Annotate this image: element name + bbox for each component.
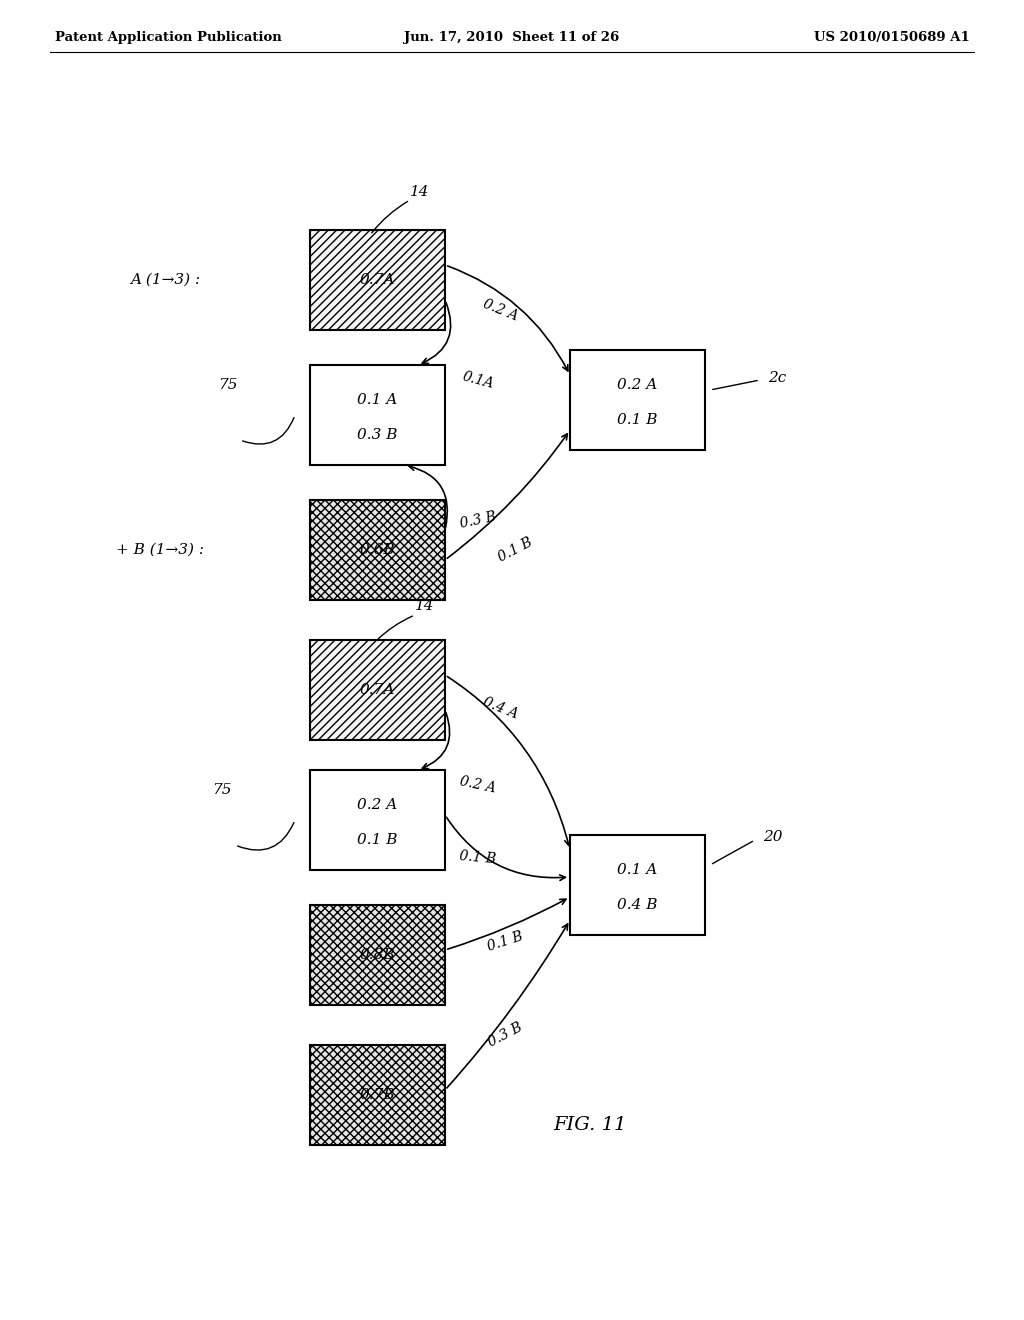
Text: Patent Application Publication: Patent Application Publication bbox=[55, 32, 282, 45]
Text: 0.1A: 0.1A bbox=[461, 370, 496, 391]
Text: 75: 75 bbox=[212, 783, 231, 797]
Text: 0.2 A: 0.2 A bbox=[480, 297, 519, 323]
Text: 0.3 B: 0.3 B bbox=[357, 428, 397, 442]
Text: 0.4 A: 0.4 A bbox=[480, 694, 519, 721]
Text: 0.7A: 0.7A bbox=[359, 682, 395, 697]
Text: 2c: 2c bbox=[768, 371, 786, 385]
Text: 0.4 B: 0.4 B bbox=[617, 898, 657, 912]
Text: US 2010/0150689 A1: US 2010/0150689 A1 bbox=[814, 32, 970, 45]
Text: 0.2 A: 0.2 A bbox=[617, 378, 657, 392]
Text: 0.1 B: 0.1 B bbox=[357, 833, 397, 847]
Text: 0.3 B: 0.3 B bbox=[459, 510, 498, 531]
Text: 0.1 B: 0.1 B bbox=[496, 535, 535, 565]
Text: 0.6B: 0.6B bbox=[359, 543, 395, 557]
Text: FIG. 11: FIG. 11 bbox=[553, 1115, 627, 1134]
Bar bbox=[310, 500, 445, 601]
Bar bbox=[570, 350, 705, 450]
Text: Jun. 17, 2010  Sheet 11 of 26: Jun. 17, 2010 Sheet 11 of 26 bbox=[404, 32, 620, 45]
Bar bbox=[310, 1045, 445, 1144]
Text: 20: 20 bbox=[763, 830, 782, 843]
Text: 14: 14 bbox=[411, 185, 430, 199]
Text: A (1→3) :: A (1→3) : bbox=[130, 273, 200, 286]
Text: 0.7B: 0.7B bbox=[359, 1088, 395, 1102]
Text: 0.2 A: 0.2 A bbox=[357, 799, 397, 812]
Text: 0.2 A: 0.2 A bbox=[459, 775, 498, 796]
Text: 0.3 B: 0.3 B bbox=[485, 1020, 524, 1049]
Bar bbox=[570, 836, 705, 935]
Bar bbox=[310, 640, 445, 741]
Text: + B (1→3) :: + B (1→3) : bbox=[116, 543, 204, 557]
Text: 75: 75 bbox=[218, 378, 238, 392]
Text: 0.1 B: 0.1 B bbox=[617, 413, 657, 426]
Text: 0.8B: 0.8B bbox=[359, 948, 395, 962]
Bar bbox=[310, 770, 445, 870]
Text: 14: 14 bbox=[416, 599, 435, 612]
Text: 0.1 B: 0.1 B bbox=[485, 929, 524, 954]
Bar bbox=[310, 906, 445, 1005]
Bar bbox=[310, 230, 445, 330]
Text: 0.1 A: 0.1 A bbox=[357, 393, 397, 407]
Text: 0.1 A: 0.1 A bbox=[617, 863, 657, 876]
Text: 0.1 B: 0.1 B bbox=[459, 850, 497, 866]
Bar bbox=[310, 366, 445, 465]
Text: 0.7A: 0.7A bbox=[359, 273, 395, 286]
